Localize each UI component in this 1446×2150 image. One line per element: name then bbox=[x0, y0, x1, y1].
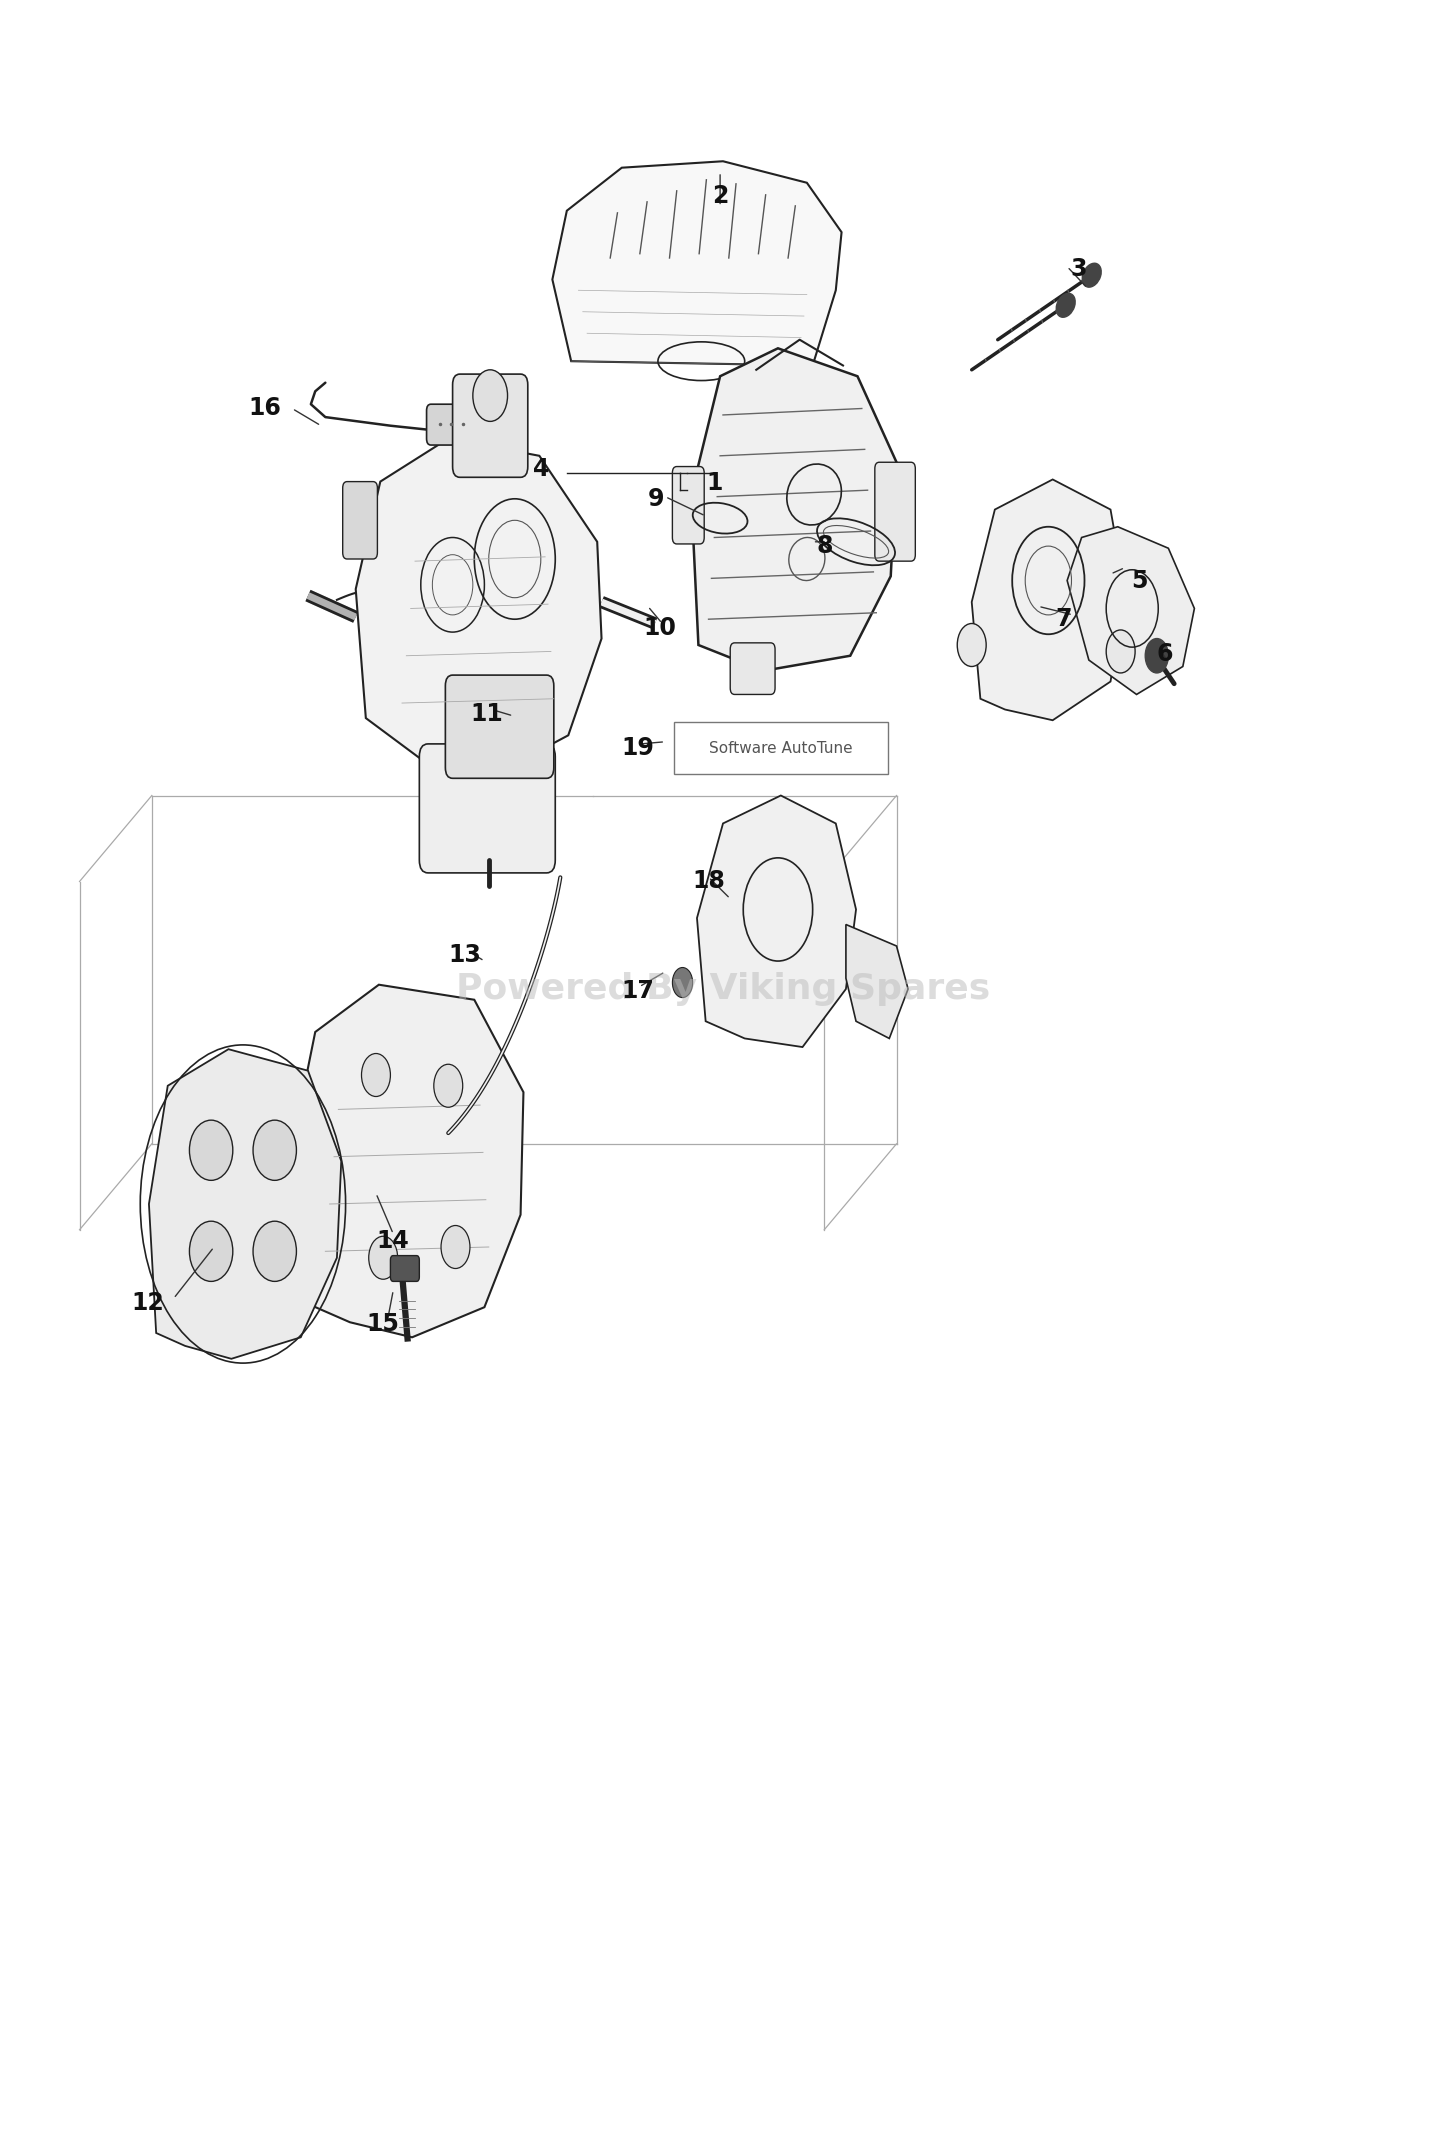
Ellipse shape bbox=[1056, 292, 1076, 318]
Circle shape bbox=[369, 1236, 398, 1279]
FancyBboxPatch shape bbox=[875, 462, 915, 561]
Text: 4: 4 bbox=[534, 456, 549, 482]
Ellipse shape bbox=[189, 1221, 233, 1281]
Polygon shape bbox=[972, 479, 1125, 720]
Text: 1: 1 bbox=[707, 471, 723, 495]
FancyBboxPatch shape bbox=[427, 404, 482, 445]
Text: 6: 6 bbox=[1157, 641, 1173, 666]
FancyBboxPatch shape bbox=[390, 1256, 419, 1281]
FancyBboxPatch shape bbox=[453, 374, 528, 477]
FancyBboxPatch shape bbox=[730, 643, 775, 694]
Polygon shape bbox=[356, 439, 602, 774]
Text: 15: 15 bbox=[367, 1312, 399, 1337]
Bar bbox=[674, 722, 888, 774]
Text: 10: 10 bbox=[643, 615, 677, 641]
Text: 12: 12 bbox=[132, 1290, 163, 1316]
Text: 17: 17 bbox=[622, 978, 655, 1004]
Circle shape bbox=[1145, 639, 1168, 673]
Circle shape bbox=[473, 370, 508, 421]
Text: Powered By Viking Spares: Powered By Viking Spares bbox=[455, 972, 991, 1006]
Text: 3: 3 bbox=[1070, 256, 1086, 282]
FancyBboxPatch shape bbox=[343, 482, 377, 559]
Text: 13: 13 bbox=[448, 942, 482, 968]
Text: 18: 18 bbox=[693, 869, 724, 894]
Polygon shape bbox=[1067, 527, 1194, 694]
Polygon shape bbox=[149, 1049, 341, 1359]
Ellipse shape bbox=[189, 1120, 233, 1180]
Polygon shape bbox=[552, 161, 842, 366]
Text: 9: 9 bbox=[648, 486, 664, 512]
FancyBboxPatch shape bbox=[445, 675, 554, 778]
Polygon shape bbox=[691, 348, 897, 671]
Ellipse shape bbox=[253, 1120, 296, 1180]
Circle shape bbox=[362, 1054, 390, 1096]
Polygon shape bbox=[289, 985, 523, 1337]
Ellipse shape bbox=[1082, 262, 1102, 288]
FancyBboxPatch shape bbox=[419, 744, 555, 873]
FancyBboxPatch shape bbox=[672, 467, 704, 544]
Text: 2: 2 bbox=[711, 183, 729, 209]
Text: 7: 7 bbox=[1056, 606, 1071, 632]
Text: 16: 16 bbox=[249, 396, 282, 421]
Circle shape bbox=[441, 1226, 470, 1268]
Circle shape bbox=[1106, 630, 1135, 673]
Text: 19: 19 bbox=[622, 735, 655, 761]
Text: 5: 5 bbox=[1131, 568, 1147, 593]
Ellipse shape bbox=[253, 1221, 296, 1281]
Text: 11: 11 bbox=[470, 701, 503, 727]
Text: Software AutoTune: Software AutoTune bbox=[709, 742, 853, 755]
Polygon shape bbox=[697, 796, 856, 1047]
Polygon shape bbox=[846, 924, 908, 1038]
Circle shape bbox=[672, 968, 693, 998]
Text: 14: 14 bbox=[376, 1228, 409, 1253]
Circle shape bbox=[957, 624, 986, 666]
Circle shape bbox=[434, 1064, 463, 1107]
Text: 8: 8 bbox=[817, 533, 833, 559]
